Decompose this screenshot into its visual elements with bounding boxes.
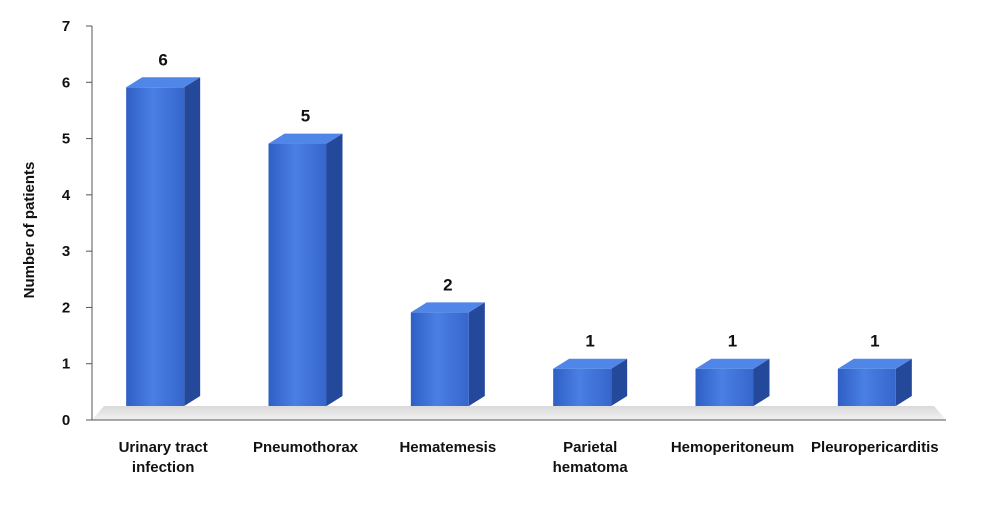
bar-front-face <box>695 368 754 406</box>
bars <box>126 77 912 407</box>
y-ticks: 0 1 2 3 4 5 6 7 <box>62 18 92 429</box>
data-label: 5 <box>301 107 310 126</box>
data-label: 6 <box>158 50 167 69</box>
y-tick-label: 1 <box>62 356 70 373</box>
bar-top-face <box>695 358 770 369</box>
bar <box>695 358 770 406</box>
bar-top-face <box>268 133 343 144</box>
y-tick-label: 6 <box>62 74 70 91</box>
y-tick-label: 3 <box>62 243 70 260</box>
bar-top-face <box>553 358 628 369</box>
bar-side-face <box>753 358 770 406</box>
y-tick-label: 4 <box>62 187 71 204</box>
x-labels: Urinary tract infection Pneumothorax Hemate… <box>119 439 939 476</box>
bar-top-face <box>410 302 485 313</box>
bar <box>410 302 485 406</box>
bar-side-face <box>468 302 485 406</box>
x-tick-label: Parietal <box>563 439 617 456</box>
x-tick-label: Pleuropericarditis <box>811 439 939 456</box>
x-tick-label: Hematemesis <box>399 439 496 456</box>
x-tick-label: Pneumothorax <box>253 439 359 456</box>
y-tick-label: 0 <box>62 412 70 429</box>
y-tick-label: 2 <box>62 299 70 316</box>
data-label: 1 <box>585 332 594 351</box>
bar-side-face <box>326 133 343 407</box>
bar-side-face <box>895 358 912 406</box>
bar-front-face <box>410 312 469 406</box>
bar <box>126 77 201 407</box>
bar-front-face <box>553 368 612 406</box>
y-tick-label: 5 <box>62 131 70 148</box>
bar <box>268 133 343 407</box>
y-axis-title: Number of patients <box>21 162 38 299</box>
data-labels: 6 5 2 1 1 1 <box>158 50 879 350</box>
data-label: 1 <box>870 332 879 351</box>
x-tick-label: Hemoperitoneum <box>671 439 794 456</box>
x-tick-label: hematoma <box>553 459 629 476</box>
chart-floor <box>92 406 946 420</box>
bar-front-face <box>126 87 185 407</box>
x-tick-label: infection <box>132 459 195 476</box>
bar-front-face <box>268 143 327 407</box>
x-tick-label: Urinary tract <box>119 439 208 456</box>
data-label: 1 <box>728 332 737 351</box>
bar <box>837 358 912 406</box>
bar-front-face <box>837 368 896 406</box>
bar-top-face <box>126 77 201 88</box>
bar-side-face <box>611 358 628 406</box>
bar-top-face <box>837 358 912 369</box>
bar-side-face <box>184 77 201 407</box>
y-tick-label: 7 <box>62 18 70 35</box>
data-label: 2 <box>443 275 452 294</box>
bar <box>553 358 628 406</box>
